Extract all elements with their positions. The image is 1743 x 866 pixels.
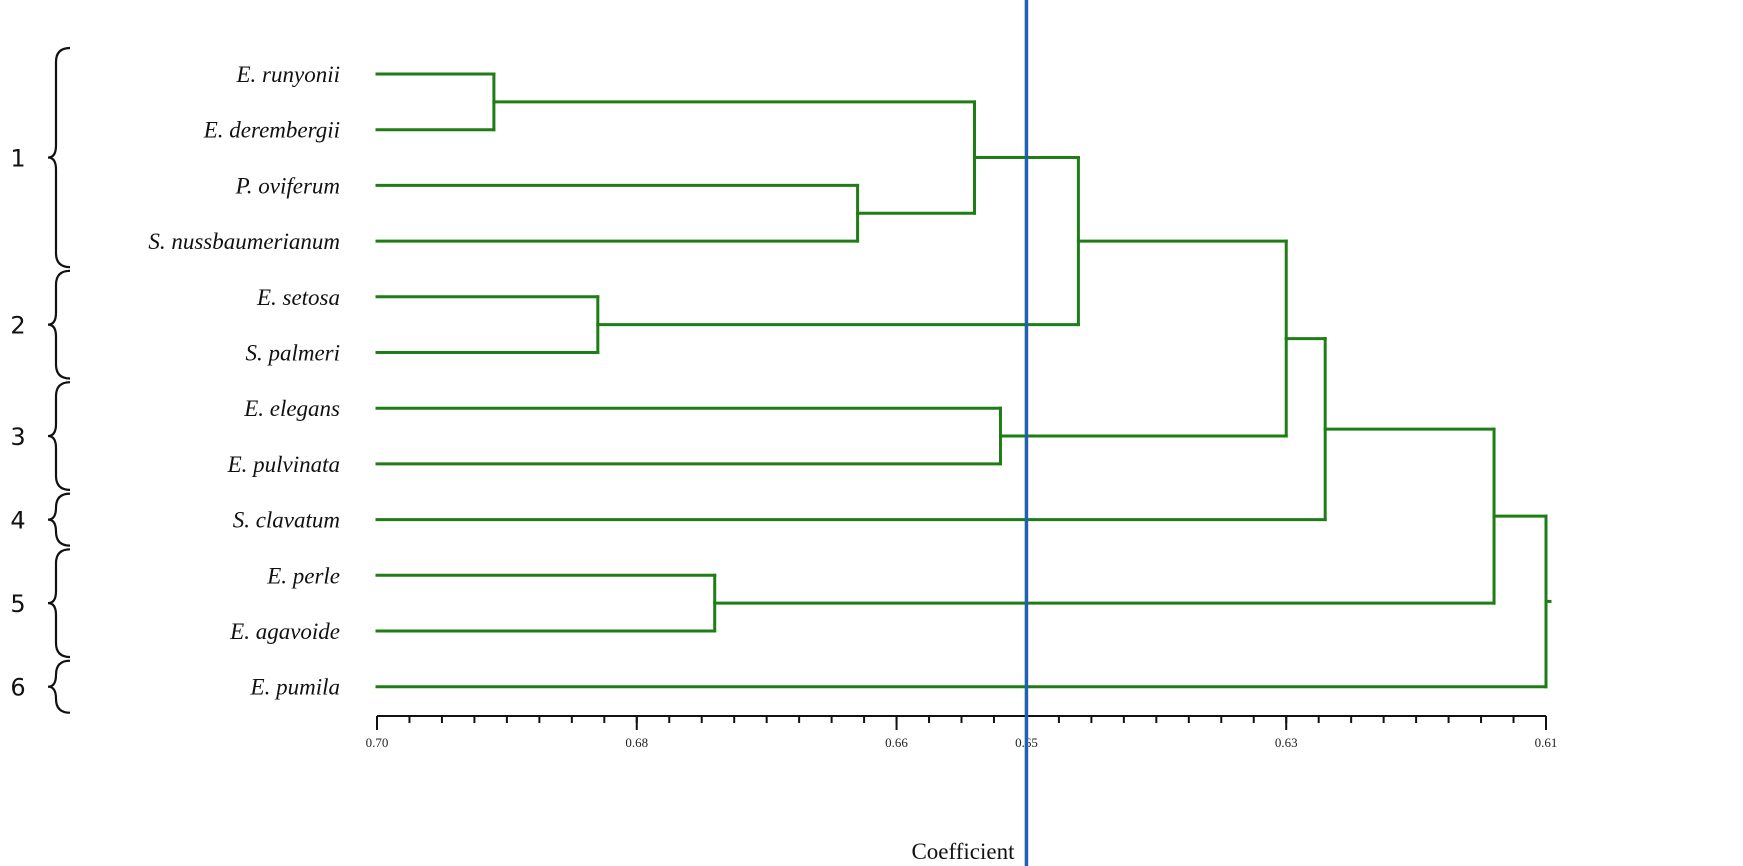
leaf-label: E. agavoide: [229, 619, 340, 644]
leaf-label: S. nussbaumerianum: [148, 229, 340, 254]
axis-tick-label: 0.61: [1535, 735, 1558, 750]
group-braces: 1 2 3 4 5 6: [10, 46, 71, 714]
group-number: 5: [10, 590, 25, 618]
leaf-label: E. pumila: [250, 675, 340, 700]
leaf-label: E. perle: [266, 563, 340, 588]
group-number: 6: [10, 674, 25, 702]
group-brace: [47, 269, 71, 380]
axis-tick-label: 0.70: [366, 735, 389, 750]
group-brace: [47, 381, 71, 491]
leaf-label: S. palmeri: [245, 341, 340, 366]
axis-tick-label: 0.66: [885, 735, 908, 750]
axis-ticks: 0.700.680.660.650.630.61: [366, 716, 1558, 750]
leaf-label: E. setosa: [256, 285, 340, 310]
axis-title: Coefficient: [911, 839, 1015, 864]
leaf-label: E. pulvinata: [227, 452, 340, 477]
leaf-label: E. runyonii: [236, 62, 341, 87]
coefficient-axis: 0.700.680.660.650.630.61 Coefficient: [366, 715, 1558, 864]
dendrogram-branches: [375, 72, 1552, 689]
group-brace: [47, 46, 71, 269]
axis-tick-label: 0.63: [1275, 735, 1298, 750]
group-number: 2: [10, 312, 25, 340]
group-number: 3: [10, 423, 25, 451]
leaf-label: S. clavatum: [233, 508, 340, 533]
group-number: 4: [10, 507, 25, 535]
leaf-label: E. derembergii: [203, 118, 340, 143]
leaf-label: P. oviferum: [235, 173, 340, 198]
group-brace: [47, 659, 71, 714]
axis-tick-label: 0.68: [625, 735, 648, 750]
leaf-label: E. elegans: [243, 396, 340, 421]
leaf-labels: E. runyonii E. derembergii P. oviferum S. n…: [148, 62, 340, 700]
group-number: 1: [10, 145, 25, 173]
group-brace: [47, 492, 71, 547]
group-brace: [47, 548, 71, 659]
